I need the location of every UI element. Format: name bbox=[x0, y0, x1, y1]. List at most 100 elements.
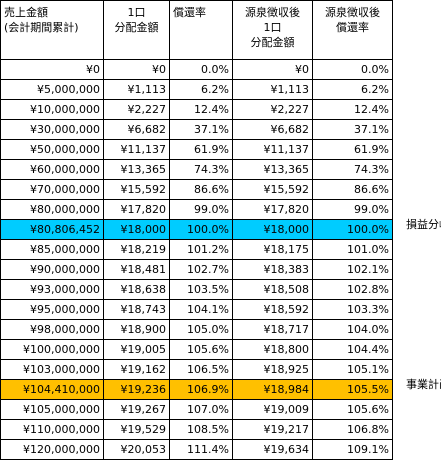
rate-cell: 105.0% bbox=[169, 319, 233, 340]
after-tax-rate-cell: 102.8% bbox=[312, 279, 393, 300]
sales-cell: ¥98,000,000 bbox=[0, 319, 104, 340]
distribution-cell: ¥18,481 bbox=[103, 259, 170, 280]
after-tax-distribution-cell: ¥18,984 bbox=[232, 379, 313, 400]
after-tax-rate-cell: 103.3% bbox=[312, 299, 393, 320]
table-row: ¥93,000,000 ¥18,638 103.5% ¥18,508 102.8% bbox=[0, 279, 393, 300]
table-body: ¥0 ¥0 0.0% ¥0 0.0% ¥5,000,000 ¥1,113 6.2% ¥1,113… bbox=[0, 59, 393, 460]
distribution-cell: ¥15,592 bbox=[103, 179, 170, 200]
sales-cell: ¥80,000,000 bbox=[0, 199, 104, 220]
sales-cell: ¥110,000,000 bbox=[0, 419, 104, 440]
header-row: 売上金額 (会計期間累計) 1口 分配金額 償還率 源泉徴収後 1口 分配金額 … bbox=[0, 0, 393, 60]
after-tax-rate-cell: 37.1% bbox=[312, 119, 393, 140]
after-tax-rate-cell: 104.4% bbox=[312, 339, 393, 360]
table-row: ¥95,000,000 ¥18,743 104.1% ¥18,592 103.3% bbox=[0, 299, 393, 320]
rate-cell: 103.5% bbox=[169, 279, 233, 300]
distribution-cell: ¥19,005 bbox=[103, 339, 170, 360]
distribution-cell: ¥18,900 bbox=[103, 319, 170, 340]
break-even-label: 損益分岐 bbox=[406, 218, 441, 231]
table-row: ¥104,410,000 ¥19,236 106.9% ¥18,984 105.5% bbox=[0, 379, 393, 400]
table-row: ¥60,000,000 ¥13,365 74.3% ¥13,365 74.3% bbox=[0, 159, 393, 180]
table-row: ¥80,806,452 ¥18,000 100.0% ¥18,000 100.0% bbox=[0, 219, 393, 240]
rate-cell: 12.4% bbox=[169, 99, 233, 120]
rate-cell: 6.2% bbox=[169, 79, 233, 100]
header-distribution: 1口 分配金額 bbox=[103, 0, 170, 60]
rate-cell: 74.3% bbox=[169, 159, 233, 180]
sales-cell: ¥5,000,000 bbox=[0, 79, 104, 100]
after-tax-rate-cell: 6.2% bbox=[312, 79, 393, 100]
sales-cell: ¥50,000,000 bbox=[0, 139, 104, 160]
after-tax-distribution-cell: ¥0 bbox=[232, 59, 313, 80]
sales-cell: ¥80,806,452 bbox=[0, 219, 104, 240]
sales-cell: ¥104,410,000 bbox=[0, 379, 104, 400]
after-tax-rate-cell: 102.1% bbox=[312, 259, 393, 280]
after-tax-distribution-cell: ¥1,113 bbox=[232, 79, 313, 100]
after-tax-distribution-cell: ¥17,820 bbox=[232, 199, 313, 220]
table-row: ¥103,000,000 ¥19,162 106.5% ¥18,925 105.1% bbox=[0, 359, 393, 380]
after-tax-rate-cell: 101.0% bbox=[312, 239, 393, 260]
after-tax-rate-cell: 0.0% bbox=[312, 59, 393, 80]
sales-cell: ¥93,000,000 bbox=[0, 279, 104, 300]
distribution-cell: ¥19,162 bbox=[103, 359, 170, 380]
table-row: ¥30,000,000 ¥6,682 37.1% ¥6,682 37.1% bbox=[0, 119, 393, 140]
after-tax-distribution-cell: ¥18,175 bbox=[232, 239, 313, 260]
distribution-cell: ¥0 bbox=[103, 59, 170, 80]
table-row: ¥50,000,000 ¥11,137 61.9% ¥11,137 61.9% bbox=[0, 139, 393, 160]
distribution-cell: ¥1,113 bbox=[103, 79, 170, 100]
distribution-cell: ¥11,137 bbox=[103, 139, 170, 160]
after-tax-rate-cell: 100.0% bbox=[312, 219, 393, 240]
after-tax-rate-cell: 74.3% bbox=[312, 159, 393, 180]
rate-cell: 101.2% bbox=[169, 239, 233, 260]
rate-cell: 100.0% bbox=[169, 219, 233, 240]
after-tax-distribution-cell: ¥6,682 bbox=[232, 119, 313, 140]
after-tax-distribution-cell: ¥18,000 bbox=[232, 219, 313, 240]
distribution-cell: ¥20,053 bbox=[103, 439, 170, 460]
after-tax-rate-cell: 105.1% bbox=[312, 359, 393, 380]
after-tax-rate-cell: 105.5% bbox=[312, 379, 393, 400]
rate-cell: 111.4% bbox=[169, 439, 233, 460]
sales-cell: ¥30,000,000 bbox=[0, 119, 104, 140]
table-row: ¥120,000,000 ¥20,053 111.4% ¥19,634 109.1% bbox=[0, 439, 393, 460]
rate-cell: 107.0% bbox=[169, 399, 233, 420]
after-tax-rate-cell: 104.0% bbox=[312, 319, 393, 340]
rate-cell: 99.0% bbox=[169, 199, 233, 220]
after-tax-rate-cell: 86.6% bbox=[312, 179, 393, 200]
after-tax-rate-cell: 12.4% bbox=[312, 99, 393, 120]
distribution-cell: ¥18,743 bbox=[103, 299, 170, 320]
sales-cell: ¥0 bbox=[0, 59, 104, 80]
table-row: ¥85,000,000 ¥18,219 101.2% ¥18,175 101.0% bbox=[0, 239, 393, 260]
table-row: ¥10,000,000 ¥2,227 12.4% ¥2,227 12.4% bbox=[0, 99, 393, 120]
rate-cell: 105.6% bbox=[169, 339, 233, 360]
table-row: ¥70,000,000 ¥15,592 86.6% ¥15,592 86.6% bbox=[0, 179, 393, 200]
distribution-cell: ¥13,365 bbox=[103, 159, 170, 180]
after-tax-rate-cell: 106.8% bbox=[312, 419, 393, 440]
after-tax-distribution-cell: ¥11,137 bbox=[232, 139, 313, 160]
after-tax-distribution-cell: ¥13,365 bbox=[232, 159, 313, 180]
distribution-cell: ¥17,820 bbox=[103, 199, 170, 220]
distribution-cell: ¥18,000 bbox=[103, 219, 170, 240]
after-tax-rate-cell: 109.1% bbox=[312, 439, 393, 460]
after-tax-distribution-cell: ¥15,592 bbox=[232, 179, 313, 200]
rate-cell: 108.5% bbox=[169, 419, 233, 440]
sales-cell: ¥95,000,000 bbox=[0, 299, 104, 320]
payout-table: 売上金額 (会計期間累計) 1口 分配金額 償還率 源泉徴収後 1口 分配金額 … bbox=[0, 0, 393, 460]
sales-cell: ¥85,000,000 bbox=[0, 239, 104, 260]
header-sales: 売上金額 (会計期間累計) bbox=[0, 0, 104, 60]
after-tax-distribution-cell: ¥18,592 bbox=[232, 299, 313, 320]
header-redemption-rate: 償還率 bbox=[169, 0, 233, 60]
table-row: ¥100,000,000 ¥19,005 105.6% ¥18,800 104.4% bbox=[0, 339, 393, 360]
sales-cell: ¥120,000,000 bbox=[0, 439, 104, 460]
after-tax-rate-cell: 61.9% bbox=[312, 139, 393, 160]
rate-cell: 37.1% bbox=[169, 119, 233, 140]
sales-cell: ¥10,000,000 bbox=[0, 99, 104, 120]
table-row: ¥90,000,000 ¥18,481 102.7% ¥18,383 102.1% bbox=[0, 259, 393, 280]
header-after-tax-distribution: 源泉徴収後 1口 分配金額 bbox=[232, 0, 313, 60]
table-row: ¥80,000,000 ¥17,820 99.0% ¥17,820 99.0% bbox=[0, 199, 393, 220]
sales-cell: ¥90,000,000 bbox=[0, 259, 104, 280]
table-row: ¥105,000,000 ¥19,267 107.0% ¥19,009 105.6% bbox=[0, 399, 393, 420]
distribution-cell: ¥19,236 bbox=[103, 379, 170, 400]
rate-cell: 102.7% bbox=[169, 259, 233, 280]
after-tax-distribution-cell: ¥19,009 bbox=[232, 399, 313, 420]
table-row: ¥110,000,000 ¥19,529 108.5% ¥19,217 106.8% bbox=[0, 419, 393, 440]
after-tax-distribution-cell: ¥18,508 bbox=[232, 279, 313, 300]
rate-cell: 106.9% bbox=[169, 379, 233, 400]
